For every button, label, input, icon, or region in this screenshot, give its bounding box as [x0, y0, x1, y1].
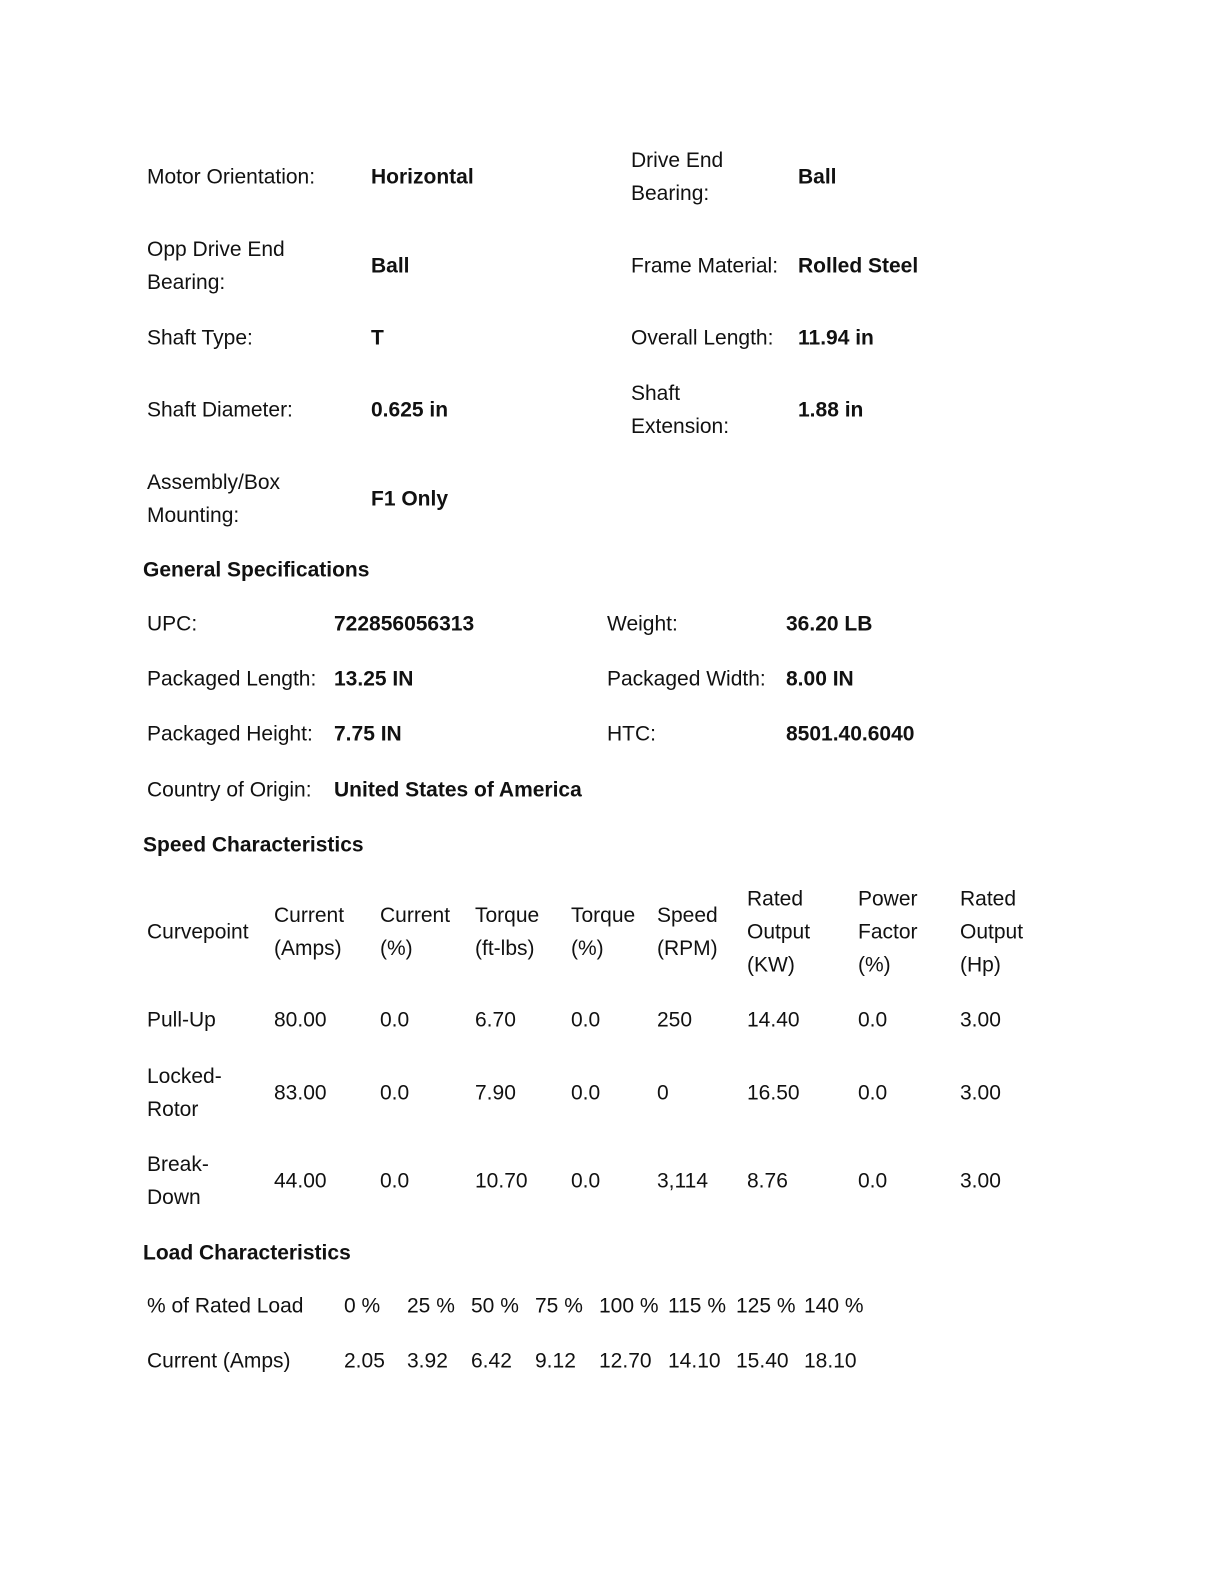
table-cell: Break- Down [147, 1153, 209, 1209]
table-cell: 18.10 [804, 1349, 857, 1373]
general-upc: 722856056313 [334, 612, 475, 636]
motor-ode-bearing-label: Opp Drive End Bearing: [147, 238, 285, 294]
table-cell: Locked- Rotor [147, 1065, 222, 1121]
table-cell: 10.70 [475, 1169, 528, 1193]
table-cell: 3,114 [657, 1169, 708, 1193]
table-cell: 3.00 [960, 1081, 1001, 1105]
motor-mounting: F1 Only [371, 487, 449, 511]
table-header-cell: Current (Amps) [274, 904, 345, 960]
general-weight: 36.20 LB [786, 612, 873, 636]
motor-shaft-diameter: 0.625 in [371, 398, 449, 422]
speed-heading: Speed Characteristics [143, 833, 364, 857]
table-cell: 100 % [599, 1294, 659, 1318]
table-cell: 75 % [535, 1294, 583, 1318]
table-cell: 140 % [804, 1294, 864, 1318]
motor-shaft-extension: 1.88 in [798, 398, 864, 422]
general-htc: 8501.40.6040 [786, 722, 915, 746]
table-cell: 6.42 [471, 1349, 512, 1373]
table-header-cell: Torque (ft-lbs) [475, 904, 540, 960]
motor-de-bearing: Ball [798, 165, 837, 189]
motor-ode-bearing: Ball [371, 254, 410, 278]
table-cell: 0.0 [571, 1169, 601, 1193]
general-pkg-width: 8.00 IN [786, 667, 854, 691]
motor-overall-length: 11.94 in [798, 326, 874, 350]
table-cell: 80.00 [274, 1008, 327, 1032]
motor-shaft-type-label: Shaft Type: [147, 326, 253, 350]
table-cell: 7.90 [475, 1081, 516, 1105]
table-header-cell: Speed (RPM) [657, 904, 718, 960]
table-cell: 0.0 [380, 1081, 410, 1105]
general-heading: General Specifications [143, 558, 370, 582]
motor-mounting-label: Assembly/Box Mounting: [147, 471, 281, 527]
table-cell: 0.0 [858, 1081, 888, 1105]
table-header-cell: Rated Output (Hp) [960, 887, 1024, 977]
motor-frame-material-label: Frame Material: [631, 254, 779, 278]
table-cell: 0 [657, 1081, 669, 1105]
table-cell: 0.0 [380, 1169, 410, 1193]
motor-shaft-type: T [371, 326, 384, 350]
motor-overall-length-label: Overall Length: [631, 326, 774, 350]
table-cell: 14.10 [668, 1349, 721, 1373]
table-header-cell: Torque (%) [571, 904, 636, 960]
table-cell: 115 % [668, 1294, 726, 1318]
table-cell: 15.40 [736, 1349, 789, 1373]
table-header-cell: Current (%) [380, 904, 451, 960]
general-pkg-length-label: Packaged Length: [147, 667, 317, 691]
table-cell: 44.00 [274, 1169, 327, 1193]
table-cell: 250 [657, 1008, 693, 1032]
general-pkg-height-label: Packaged Height: [147, 722, 313, 746]
table-cell: 9.12 [535, 1349, 576, 1373]
table-cell: 50 % [471, 1294, 519, 1318]
table-cell: % of Rated Load [147, 1294, 304, 1318]
table-cell: 0.0 [571, 1008, 601, 1032]
motor-frame-material: Rolled Steel [798, 254, 919, 278]
general-upc-label: UPC: [147, 612, 198, 636]
general-origin-label: Country of Origin: [147, 778, 312, 802]
table-cell: 12.70 [599, 1349, 652, 1373]
table-cell: 14.40 [747, 1008, 800, 1032]
motor-orientation: Horizontal [371, 165, 474, 189]
load-heading: Load Characteristics [143, 1241, 351, 1265]
motor-de-bearing-label: Drive End Bearing: [631, 149, 724, 205]
motor-shaft-extension-label: Shaft Extension: [631, 382, 730, 438]
table-header-cell: Rated Output (KW) [747, 887, 811, 977]
general-htc-label: HTC: [607, 722, 656, 746]
table-cell: 0.0 [858, 1169, 888, 1193]
table-cell: 3.00 [960, 1008, 1001, 1032]
general-pkg-height: 7.75 IN [334, 722, 402, 746]
motor-shaft-diameter-label: Shaft Diameter: [147, 398, 293, 422]
general-origin: United States of America [334, 778, 582, 802]
table-cell: 25 % [407, 1294, 455, 1318]
table-cell: 125 % [736, 1294, 796, 1318]
motor-orientation-label: Motor Orientation: [147, 165, 316, 189]
table-cell: 0 % [344, 1294, 381, 1318]
table-cell: Current (Amps) [147, 1349, 291, 1373]
table-cell: 8.76 [747, 1169, 788, 1193]
table-cell: 3.92 [407, 1349, 448, 1373]
table-header-cell: Curvepoint [147, 920, 249, 944]
table-cell: 2.05 [344, 1349, 385, 1373]
table-header-cell: Power Factor (%) [858, 887, 918, 977]
table-cell: 0.0 [380, 1008, 410, 1032]
table-cell: 6.70 [475, 1008, 516, 1032]
table-cell: Pull-Up [147, 1008, 216, 1032]
general-weight-label: Weight: [607, 612, 678, 636]
table-cell: 0.0 [858, 1008, 888, 1032]
general-pkg-width-label: Packaged Width: [607, 667, 766, 691]
table-cell: 3.00 [960, 1169, 1001, 1193]
table-cell: 16.50 [747, 1081, 800, 1105]
table-cell: 83.00 [274, 1081, 327, 1105]
general-pkg-length: 13.25 IN [334, 667, 414, 691]
table-cell: 0.0 [571, 1081, 601, 1105]
